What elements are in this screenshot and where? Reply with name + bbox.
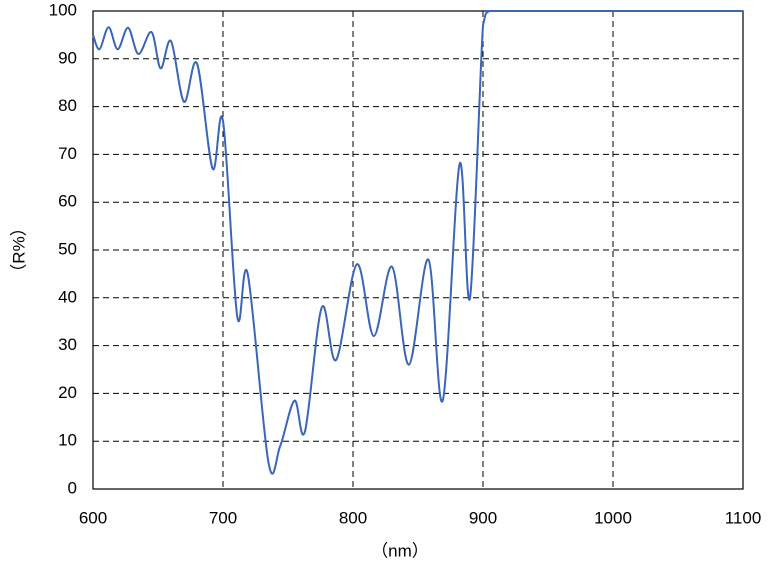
y-tick-label: 50	[58, 239, 77, 258]
x-tick-label: 600	[79, 508, 107, 527]
y-tick-label: 20	[58, 383, 77, 402]
x-axis-label: （nm）	[371, 541, 429, 560]
data-line	[92, 9, 743, 475]
x-tick-label: 800	[339, 508, 367, 527]
x-tick-label: 1000	[594, 508, 632, 527]
y-axis-label: （R%）	[9, 219, 28, 280]
y-tick-label: 0	[68, 478, 77, 497]
y-tick-label: 90	[58, 48, 77, 67]
y-tick-label: 10	[58, 431, 77, 450]
plot-frame	[92, 10, 744, 490]
x-tick-label: 900	[469, 508, 497, 527]
y-tick-label: 100	[49, 0, 77, 19]
y-tick-label: 70	[58, 144, 77, 163]
y-tick-label: 80	[58, 96, 77, 115]
y-tick-label: 30	[58, 335, 77, 354]
y-tick-label: 60	[58, 192, 77, 211]
x-tick-label: 700	[209, 508, 237, 527]
y-tick-label: 40	[58, 287, 77, 306]
x-tick-label: 1100	[725, 508, 762, 527]
